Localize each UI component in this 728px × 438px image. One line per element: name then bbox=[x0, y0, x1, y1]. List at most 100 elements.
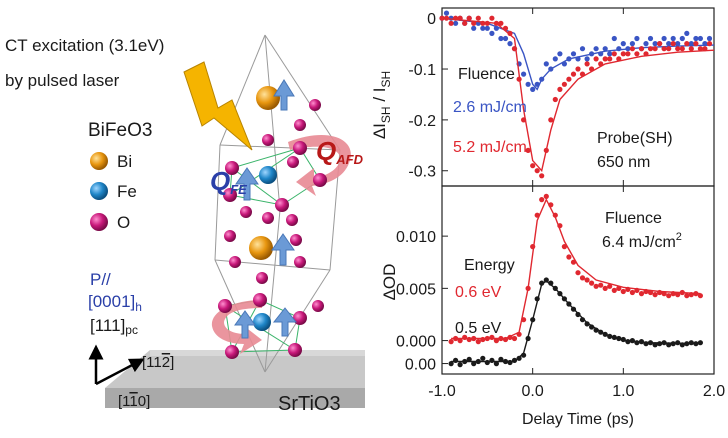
y-tick-label: -0.3 bbox=[408, 164, 436, 181]
data-point bbox=[579, 275, 586, 281]
data-point bbox=[652, 342, 658, 348]
axis-11-2-label: [112] bbox=[142, 354, 174, 371]
data-point bbox=[511, 357, 518, 363]
data-point bbox=[480, 20, 486, 26]
data-point bbox=[620, 336, 626, 343]
o-atom bbox=[223, 188, 237, 202]
data-point bbox=[602, 56, 608, 62]
data-point bbox=[507, 41, 513, 47]
data-point bbox=[498, 335, 504, 342]
data-point bbox=[638, 339, 645, 345]
data-point bbox=[548, 280, 554, 286]
data-point bbox=[516, 355, 522, 361]
data-point bbox=[638, 291, 645, 297]
data-point bbox=[589, 280, 595, 286]
data-point bbox=[657, 341, 663, 347]
data-point bbox=[489, 334, 495, 340]
data-point bbox=[643, 41, 649, 47]
data-point bbox=[561, 61, 568, 67]
y-axis-label-top: ΔISH / ISH bbox=[370, 71, 393, 139]
data-point bbox=[448, 339, 454, 345]
o-atom bbox=[309, 99, 321, 111]
data-point bbox=[666, 293, 672, 299]
data-point bbox=[679, 46, 685, 52]
data-point bbox=[602, 285, 608, 291]
data-point bbox=[557, 51, 563, 57]
data-point bbox=[530, 244, 536, 250]
data-point bbox=[543, 277, 549, 283]
axis-arrow-right bbox=[95, 358, 145, 386]
data-point bbox=[502, 336, 509, 343]
data-point bbox=[666, 46, 672, 52]
polarization-arrow bbox=[271, 233, 295, 266]
ct-excitation-label: CT excitation (3.1eV) bbox=[5, 36, 164, 55]
data-point bbox=[466, 356, 472, 362]
data-point bbox=[566, 301, 572, 307]
rotation-arrow-upper bbox=[288, 135, 351, 196]
unit-cell-frame bbox=[214, 34, 341, 373]
data-point bbox=[548, 66, 554, 72]
o-atom bbox=[218, 299, 232, 313]
data-point bbox=[666, 342, 672, 348]
fluence-label-bottom: Fluence bbox=[605, 210, 662, 227]
data-point bbox=[507, 334, 513, 340]
data-point bbox=[534, 212, 540, 218]
data-point bbox=[598, 329, 604, 335]
bi-atom bbox=[249, 236, 273, 260]
data-point bbox=[602, 46, 608, 52]
o-atom bbox=[225, 161, 239, 175]
data-point bbox=[598, 61, 604, 67]
data-point bbox=[593, 283, 599, 289]
data-point bbox=[489, 357, 495, 363]
data-point bbox=[480, 25, 486, 31]
data-point bbox=[521, 352, 527, 358]
data-point bbox=[530, 163, 536, 169]
x-tick-label: 1.0 bbox=[612, 383, 634, 400]
fe-atom bbox=[259, 166, 277, 184]
data-point bbox=[647, 289, 654, 296]
data-point bbox=[507, 359, 513, 366]
data-point bbox=[539, 197, 545, 203]
data-point bbox=[539, 280, 545, 286]
data-point bbox=[475, 358, 481, 365]
data-point bbox=[552, 96, 558, 103]
x-tick-label: 2.0 bbox=[703, 383, 725, 400]
data-point bbox=[584, 321, 590, 327]
x-axis-label: Delay Time (ps) bbox=[522, 411, 634, 428]
o-atom bbox=[294, 256, 306, 268]
data-point bbox=[552, 212, 558, 218]
data-point bbox=[471, 361, 477, 367]
data-point bbox=[670, 35, 676, 42]
data-point bbox=[462, 358, 468, 365]
q-afd-label: QAFD bbox=[316, 136, 364, 167]
data-point bbox=[475, 339, 481, 345]
o-atom bbox=[240, 206, 252, 218]
data-point bbox=[652, 41, 658, 47]
series-2 bbox=[448, 277, 704, 368]
data-point bbox=[620, 41, 626, 47]
data-point bbox=[530, 86, 536, 92]
o-atom bbox=[256, 272, 268, 284]
bi-atom bbox=[256, 86, 280, 110]
data-point bbox=[552, 285, 558, 291]
polarization-arrows bbox=[234, 79, 298, 339]
legend-bi-label: Bi bbox=[117, 152, 132, 171]
data-point bbox=[575, 311, 581, 318]
data-point bbox=[462, 20, 468, 26]
data-point bbox=[498, 20, 504, 26]
data-point bbox=[593, 46, 599, 52]
data-point bbox=[489, 15, 495, 21]
series-label-5-2: 5.2 mJ/cm bbox=[453, 139, 527, 156]
left-labels: CT excitation (3.1eV) by pulsed laser Bi… bbox=[5, 36, 364, 415]
data-point bbox=[616, 46, 622, 52]
data-point bbox=[570, 306, 577, 312]
data-point bbox=[516, 331, 522, 337]
data-point bbox=[625, 286, 631, 292]
o-atom bbox=[313, 173, 327, 187]
data-point bbox=[675, 292, 681, 298]
data-point bbox=[516, 76, 522, 82]
data-point bbox=[657, 289, 663, 296]
data-point bbox=[539, 76, 545, 82]
data-point bbox=[652, 292, 658, 298]
